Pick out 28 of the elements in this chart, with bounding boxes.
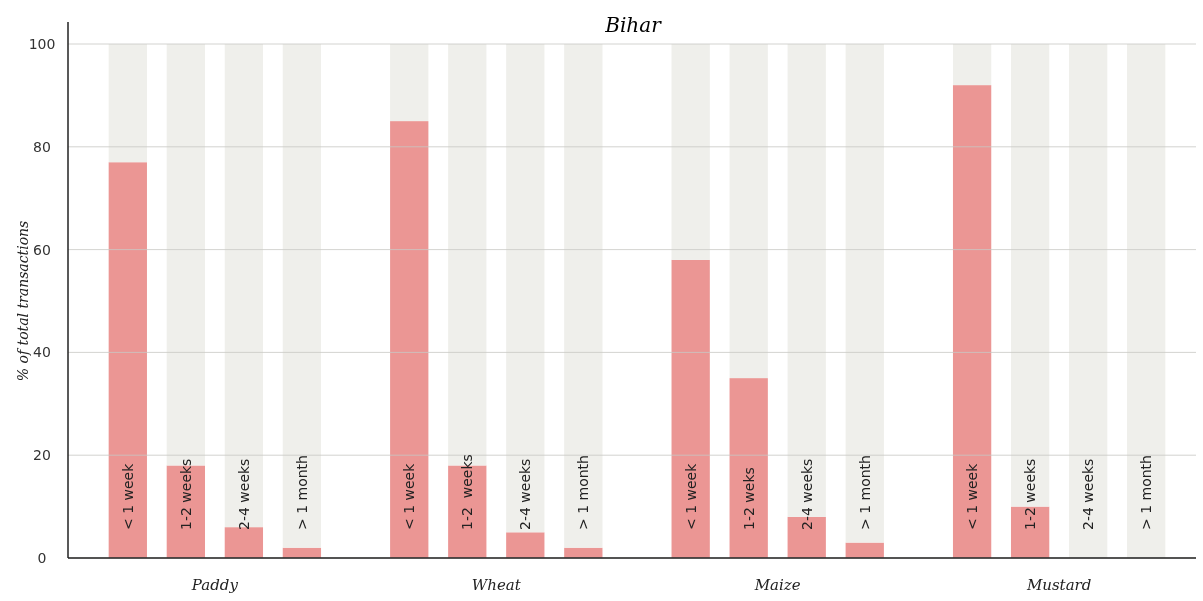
- x-tick-label: < 1 week: [401, 462, 418, 530]
- x-tick-label: 2-4 weeks: [517, 458, 534, 530]
- chart-title: Bihar: [604, 13, 663, 37]
- x-tick-label: 2-4 weeks: [1080, 458, 1097, 530]
- x-tick-label: > 1 month: [1138, 455, 1155, 530]
- y-tick-label: 20: [33, 447, 51, 464]
- x-tick-label: < 1 week: [682, 462, 699, 530]
- text: Paddy: [190, 576, 239, 594]
- y-tick-label: 40: [33, 344, 51, 361]
- x-tick-label: 2-4 weeks: [235, 458, 252, 530]
- x-tick-label: 2-4 weeks: [798, 458, 815, 530]
- x-tick-label: < 1 week: [119, 462, 136, 530]
- text: Mustard: [1025, 576, 1092, 594]
- x-tick-label: < 1 week: [964, 462, 981, 530]
- y-tick-label: 100: [28, 36, 56, 52]
- x-tick-label: 1-2 weks: [740, 467, 757, 530]
- y-tick-label: 60: [33, 241, 51, 258]
- x-tick-label: 1-2 weeks: [459, 454, 476, 530]
- text: Maize: [753, 576, 801, 594]
- x-tick-label: 1-2 weeks: [177, 458, 194, 530]
- y-tick-label: 80: [33, 138, 51, 155]
- text: Wheat: [471, 576, 522, 594]
- y-tick-label: 0: [37, 550, 47, 566]
- y-axis-title: % of total transactions: [15, 220, 31, 382]
- x-tick-label: > 1 month: [293, 455, 310, 530]
- x-tick-label: > 1 month: [575, 455, 592, 530]
- x-tick-label: > 1 month: [856, 455, 873, 530]
- x-tick-label: 1-2 weeks: [1022, 458, 1039, 530]
